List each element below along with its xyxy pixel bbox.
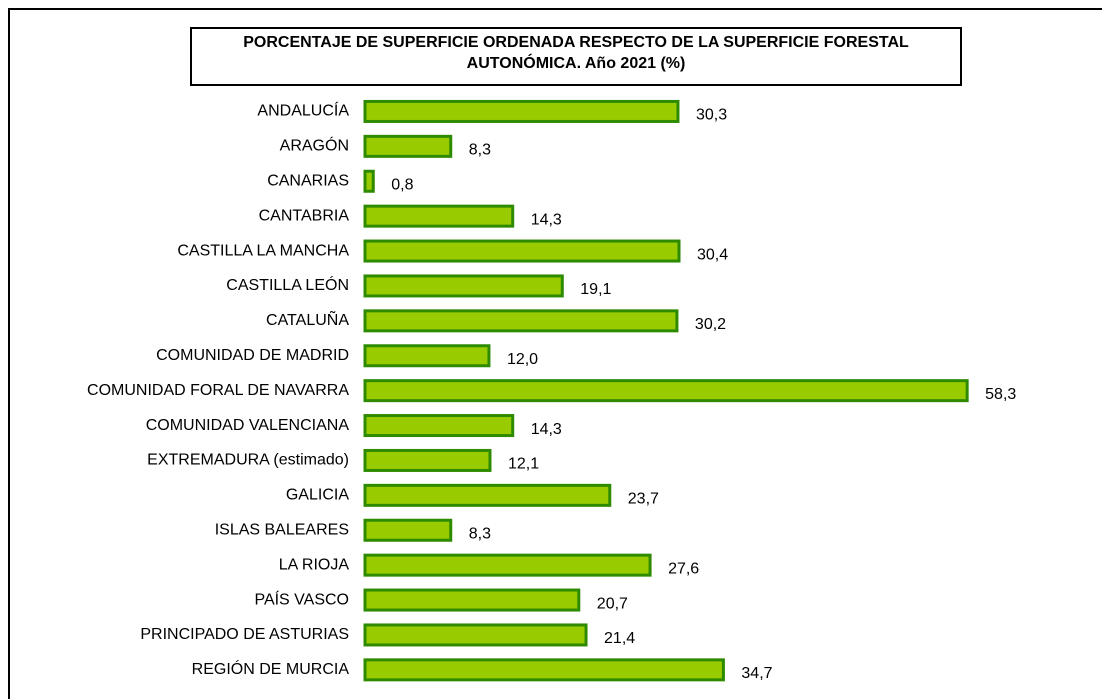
category-label: EXTREMADURA (estimado) xyxy=(147,452,349,469)
category-label: CASTILLA LA MANCHA xyxy=(177,242,349,259)
value-label: 58,3 xyxy=(985,386,1016,403)
value-label: 30,3 xyxy=(696,107,727,124)
category-label: COMUNIDAD VALENCIANA xyxy=(146,417,350,434)
bar xyxy=(363,99,680,123)
category-label: ANDALUCÍA xyxy=(257,101,349,120)
category-label: CASTILLA LEÓN xyxy=(226,275,349,294)
category-label: LA RIOJA xyxy=(279,556,350,573)
category-label: PRINCIPADO DE ASTURIAS xyxy=(140,626,349,643)
bar xyxy=(363,623,588,647)
bar xyxy=(363,309,679,333)
bar xyxy=(363,274,564,298)
bar xyxy=(363,379,969,403)
category-label: REGIÓN DE MURCIA xyxy=(192,659,350,678)
bar xyxy=(363,169,375,193)
value-label: 0,8 xyxy=(391,176,413,193)
value-label: 19,1 xyxy=(580,281,611,298)
value-label: 30,4 xyxy=(697,246,728,263)
category-label: CANARIAS xyxy=(267,172,349,189)
bar xyxy=(363,134,453,158)
category-label: COMUNIDAD DE MADRID xyxy=(156,347,349,364)
category-label: ISLAS BALEARES xyxy=(215,521,349,538)
value-label: 14,3 xyxy=(531,421,562,438)
category-label: PAÍS VASCO xyxy=(254,589,349,608)
category-label: GALICIA xyxy=(286,487,349,504)
bar xyxy=(363,588,581,612)
value-label: 8,3 xyxy=(469,142,491,159)
category-label: CATALUÑA xyxy=(266,309,349,329)
bar xyxy=(363,239,681,263)
bar xyxy=(363,518,453,542)
category-label: ARAGÓN xyxy=(280,136,349,155)
value-label: 21,4 xyxy=(604,630,635,647)
bar xyxy=(363,344,491,368)
value-label: 12,1 xyxy=(508,456,539,473)
value-label: 8,3 xyxy=(469,525,491,542)
bar xyxy=(363,448,492,472)
value-label: 30,2 xyxy=(695,316,726,333)
value-label: 23,7 xyxy=(628,491,659,508)
bar xyxy=(363,204,515,228)
value-label: 12,0 xyxy=(507,351,538,368)
value-label: 34,7 xyxy=(741,665,772,682)
value-label: 14,3 xyxy=(531,211,562,228)
frame xyxy=(8,8,1102,699)
bar xyxy=(363,658,725,682)
value-label: 27,6 xyxy=(668,560,699,577)
chart-title: PORCENTAJE DE SUPERFICIE ORDENADA RESPEC… xyxy=(190,27,962,86)
bar xyxy=(363,553,652,577)
bar xyxy=(363,414,515,438)
category-label: CANTABRIA xyxy=(259,207,350,224)
category-label: COMUNIDAD FORAL DE NAVARRA xyxy=(87,382,349,399)
value-label: 20,7 xyxy=(597,595,628,612)
bar xyxy=(363,483,612,507)
